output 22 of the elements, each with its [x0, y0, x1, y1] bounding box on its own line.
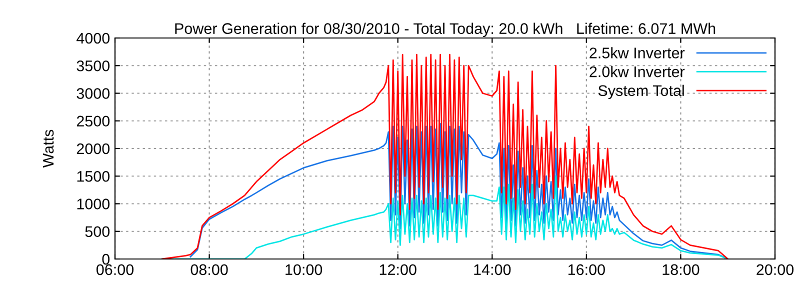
x-tick-label: 10:00 — [286, 264, 322, 276]
chart-title: Power Generation for 08/30/2010 - Total Today: 20.0 kWh Lifetime: 6.071 MWh — [175, 22, 716, 38]
x-tick-label: 14:00 — [474, 264, 511, 276]
y-axis-title: Watts — [43, 130, 54, 168]
y-tick-label: 2500 — [76, 116, 110, 127]
x-tick-label: 06:00 — [96, 264, 134, 276]
legend-label: System Total — [598, 84, 684, 100]
x-tick-label: 20:00 — [756, 264, 794, 276]
y-tick-label: 500 — [85, 226, 110, 238]
x-tick-label: 12:00 — [380, 264, 416, 276]
x-tick-label: 16:00 — [568, 264, 605, 276]
y-tick-label: 3000 — [76, 88, 110, 99]
y-tick-label: 1500 — [77, 170, 110, 182]
y-tick-label: 4000 — [76, 32, 110, 44]
y-tick-label: 2000 — [76, 143, 110, 154]
y-tick-label: 1000 — [77, 198, 110, 210]
legend-label: 2.0kw Inverter — [590, 66, 685, 78]
x-tick-label: 08:00 — [190, 264, 228, 276]
y-tick-label: 0 — [102, 254, 110, 265]
x-tick-label: 18:00 — [662, 264, 700, 276]
legend-label: 2.5kw Inverter — [590, 47, 685, 58]
y-tick-label: 3500 — [76, 60, 110, 72]
